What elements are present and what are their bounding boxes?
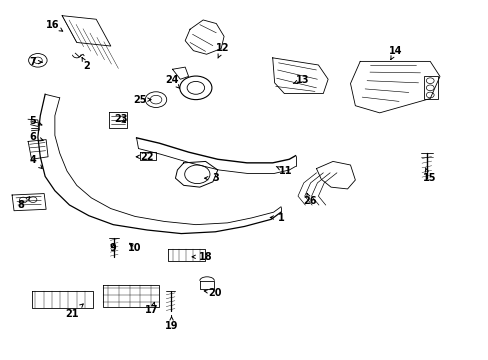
Text: 3: 3	[204, 173, 218, 183]
Text: 15: 15	[422, 168, 435, 183]
Text: 1: 1	[270, 212, 284, 222]
Text: 16: 16	[45, 19, 62, 31]
Text: 2: 2	[82, 58, 90, 71]
Text: 17: 17	[145, 302, 159, 315]
Text: 9: 9	[110, 243, 116, 253]
Text: 12: 12	[215, 43, 229, 58]
Text: 24: 24	[164, 75, 179, 88]
Text: 5: 5	[30, 116, 42, 126]
Text: 18: 18	[192, 252, 212, 262]
Text: 13: 13	[293, 75, 309, 85]
Text: 21: 21	[65, 304, 83, 319]
Text: 8: 8	[18, 197, 30, 210]
Text: 22: 22	[136, 152, 154, 162]
Text: 19: 19	[164, 316, 178, 332]
Text: 4: 4	[30, 156, 42, 168]
Text: 23: 23	[114, 114, 127, 124]
Text: 26: 26	[303, 193, 316, 206]
Text: 20: 20	[204, 288, 222, 297]
Text: 14: 14	[387, 46, 401, 59]
Text: 7: 7	[30, 57, 42, 67]
Text: 10: 10	[128, 243, 142, 253]
Text: 25: 25	[133, 95, 151, 105]
Text: 11: 11	[276, 166, 292, 176]
Text: 6: 6	[30, 132, 43, 142]
Bar	[424, 76, 437, 99]
